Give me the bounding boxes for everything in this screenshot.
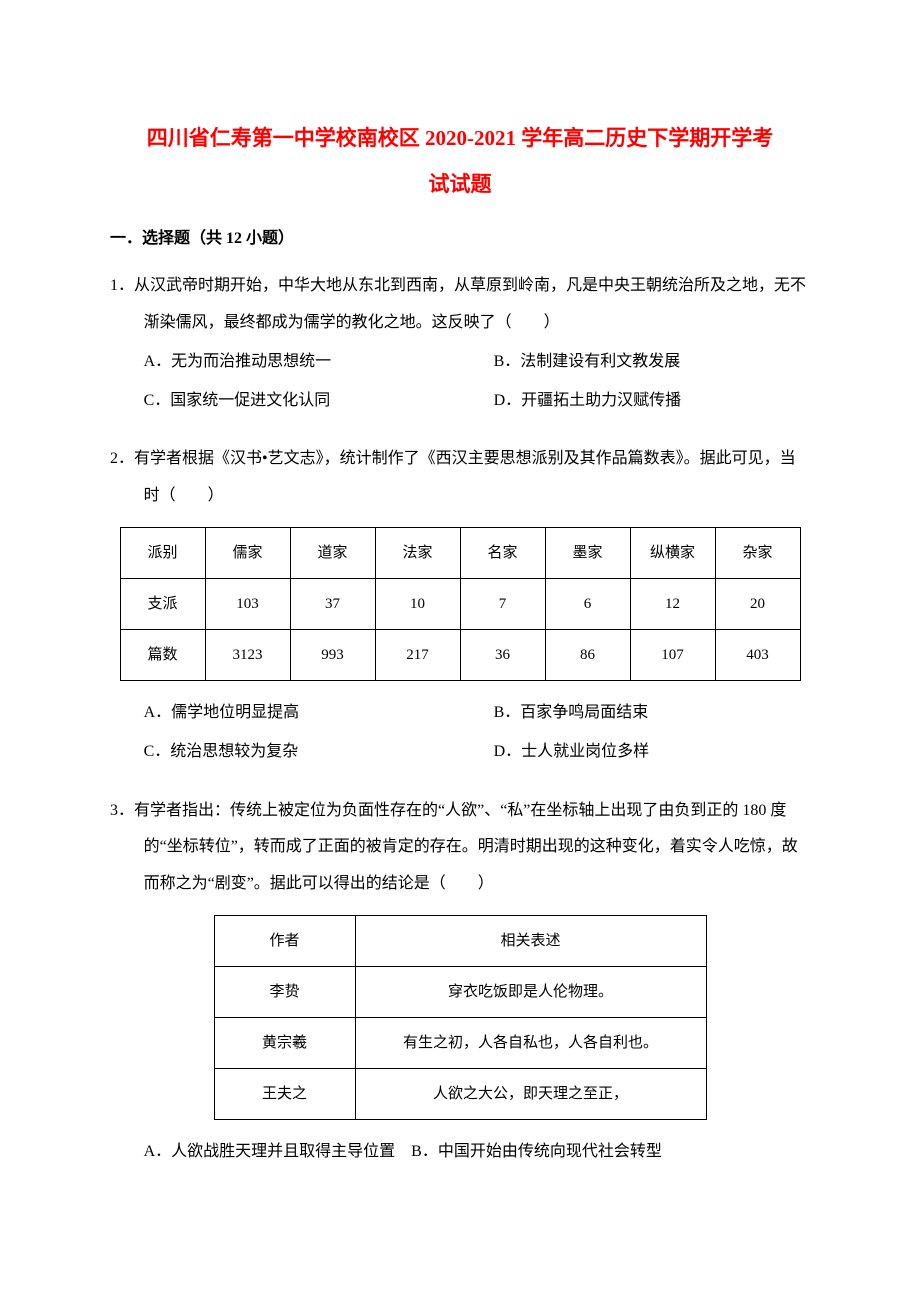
q3-th-author: 作者 [214, 915, 355, 966]
q3-r0-quote: 穿衣吃饭即是人伦物理。 [355, 966, 706, 1017]
q2-options-row-1: A．儒学地位明显提高 B．百家争鸣局面结束 [110, 695, 810, 732]
q2-table: 派别 儒家 道家 法家 名家 墨家 纵横家 杂家 支派 103 37 10 7 … [120, 527, 801, 681]
table-row: 支派 103 37 10 7 6 12 20 [120, 578, 800, 629]
q1-options-row-1: A．无为而治推动思想统一 B．法制建设有利文教发展 [110, 344, 810, 381]
q3-option-a: A．人欲战胜天理并且取得主导位置 [144, 1143, 396, 1160]
q2-th-2: 道家 [290, 527, 375, 578]
q2-r1-c6: 12 [630, 578, 715, 629]
q2-th-7: 杂家 [715, 527, 800, 578]
q3-table: 作者 相关表述 李贽 穿衣吃饭即是人伦物理。 黄宗羲 有生之初，人各自私也，人各… [214, 915, 707, 1120]
question-3: 3．有学者指出：传统上被定位为负面性存在的“人欲”、“私”在坐标轴上出现了由负到… [110, 793, 810, 1171]
q1-option-b: B．法制建设有利文教发展 [460, 344, 810, 381]
q3-option-b: B．中国开始由传统向现代社会转型 [411, 1143, 662, 1160]
q1-option-a: A．无为而治推动思想统一 [110, 344, 460, 381]
q2-r1-c7: 20 [715, 578, 800, 629]
exam-title: 四川省仁寿第一中学校南校区 2020-2021 学年高二历史下学期开学考 试试题 [110, 115, 810, 207]
table-row: 王夫之 人欲之大公，即天理之至正， [214, 1068, 706, 1119]
q2-r1-c2: 37 [290, 578, 375, 629]
q3-r0-author: 李贽 [214, 966, 355, 1017]
q2-options-row-2: C．统治思想较为复杂 D．士人就业岗位多样 [110, 734, 810, 771]
q2-r2-c0: 篇数 [120, 629, 205, 680]
table-row: 李贽 穿衣吃饭即是人伦物理。 [214, 966, 706, 1017]
question-1: 1．从汉武帝时期开始，中华大地从东北到西南，从草原到岭南，凡是中央王朝统治所及之… [110, 268, 810, 419]
q2-r1-c0: 支派 [120, 578, 205, 629]
q2-r1-c4: 7 [460, 578, 545, 629]
q2-r2-c6: 107 [630, 629, 715, 680]
q2-th-5: 墨家 [545, 527, 630, 578]
q3-r2-quote: 人欲之大公，即天理之至正， [355, 1068, 706, 1119]
section-1-heading: 一．选择题（共 12 小题） [110, 225, 810, 254]
exam-page: 四川省仁寿第一中学校南校区 2020-2021 学年高二历史下学期开学考 试试题… [0, 0, 920, 1302]
table-row: 篇数 3123 993 217 36 86 107 403 [120, 629, 800, 680]
title-line-2: 试试题 [110, 161, 810, 207]
q3-r1-quote: 有生之初，人各自私也，人各自利也。 [355, 1017, 706, 1068]
q2-th-6: 纵横家 [630, 527, 715, 578]
table-row: 黄宗羲 有生之初，人各自私也，人各自利也。 [214, 1017, 706, 1068]
q2-r2-c4: 36 [460, 629, 545, 680]
q2-option-d: D．士人就业岗位多样 [460, 734, 810, 771]
q1-option-c: C．国家统一促进文化认同 [110, 383, 460, 420]
q2-th-4: 名家 [460, 527, 545, 578]
q2-r1-c5: 6 [545, 578, 630, 629]
q2-th-1: 儒家 [205, 527, 290, 578]
title-line-1: 四川省仁寿第一中学校南校区 2020-2021 学年高二历史下学期开学考 [110, 115, 810, 161]
table-row: 派别 儒家 道家 法家 名家 墨家 纵横家 杂家 [120, 527, 800, 578]
question-2: 2．有学者根据《汉书•艺文志》，统计制作了《西汉主要思想派别及其作品篇数表》。据… [110, 441, 810, 770]
q1-stem: 1．从汉武帝时期开始，中华大地从东北到西南，从草原到岭南，凡是中央王朝统治所及之… [110, 268, 810, 342]
q2-option-a: A．儒学地位明显提高 [110, 695, 460, 732]
q2-th-0: 派别 [120, 527, 205, 578]
q2-r2-c5: 86 [545, 629, 630, 680]
q2-r2-c7: 403 [715, 629, 800, 680]
q3-r2-author: 王夫之 [214, 1068, 355, 1119]
q2-r1-c1: 103 [205, 578, 290, 629]
q2-r1-c3: 10 [375, 578, 460, 629]
q2-stem: 2．有学者根据《汉书•艺文志》，统计制作了《西汉主要思想派别及其作品篇数表》。据… [110, 441, 810, 515]
q2-th-3: 法家 [375, 527, 460, 578]
q2-r2-c1: 3123 [205, 629, 290, 680]
q3-stem: 3．有学者指出：传统上被定位为负面性存在的“人欲”、“私”在坐标轴上出现了由负到… [110, 793, 810, 903]
q3-r1-author: 黄宗羲 [214, 1017, 355, 1068]
q2-r2-c3: 217 [375, 629, 460, 680]
table-row: 作者 相关表述 [214, 915, 706, 966]
q2-option-c: C．统治思想较为复杂 [110, 734, 460, 771]
q3-th-quote: 相关表述 [355, 915, 706, 966]
q1-option-d: D．开疆拓土助力汉赋传播 [460, 383, 810, 420]
q2-option-b: B．百家争鸣局面结束 [460, 695, 810, 732]
q1-options-row-2: C．国家统一促进文化认同 D．开疆拓土助力汉赋传播 [110, 383, 810, 420]
q2-r2-c2: 993 [290, 629, 375, 680]
q3-options-row-1: A．人欲战胜天理并且取得主导位置 B．中国开始由传统向现代社会转型 [110, 1134, 810, 1171]
